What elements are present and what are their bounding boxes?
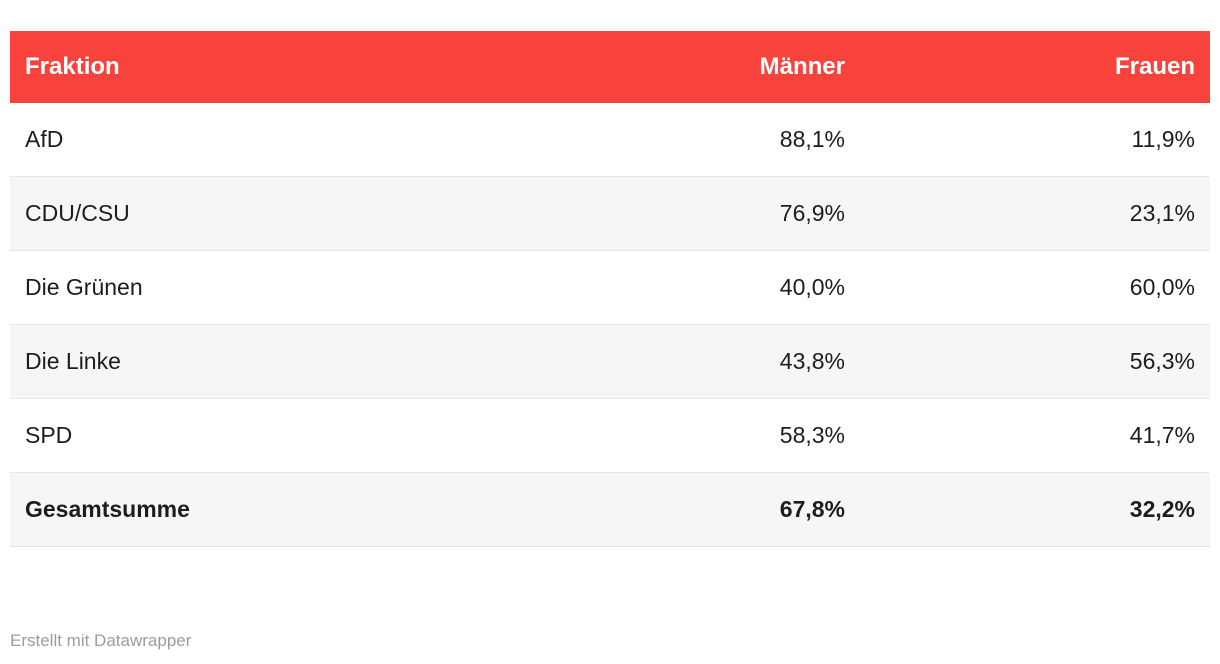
cell-fraktion: CDU/CSU <box>10 176 440 251</box>
table-row: SPD 58,3% 41,7% <box>10 398 1210 473</box>
cell-maenner: 67,8% <box>440 472 860 547</box>
cell-fraktion: Die Linke <box>10 324 440 399</box>
cell-maenner: 58,3% <box>440 398 860 473</box>
cell-fraktion: SPD <box>10 398 440 473</box>
table-row-total: Gesamtsumme 67,8% 32,2% <box>10 472 1210 547</box>
table-row: CDU/CSU 76,9% 23,1% <box>10 176 1210 251</box>
cell-fraktion: Die Grünen <box>10 250 440 325</box>
table-header: Fraktion Männer Frauen <box>10 31 1210 103</box>
cell-frauen: 56,3% <box>860 324 1210 399</box>
fraction-gender-table: Fraktion Männer Frauen AfD 88,1% 11,9% C… <box>10 31 1210 547</box>
cell-fraktion: Gesamtsumme <box>10 472 440 547</box>
table-body: AfD 88,1% 11,9% CDU/CSU 76,9% 23,1% Die … <box>10 103 1210 547</box>
cell-fraktion: AfD <box>25 126 64 152</box>
column-header-maenner: Männer <box>440 31 860 103</box>
table-row: Die Linke 43,8% 56,3% <box>10 324 1210 399</box>
cell-frauen: 23,1% <box>860 176 1210 251</box>
column-header-frauen: Frauen <box>860 31 1210 103</box>
cell-frauen: 32,2% <box>860 472 1210 547</box>
cell-maenner: 43,8% <box>440 324 860 399</box>
cell-maenner: 76,9% <box>440 176 860 251</box>
cell-maenner: 40,0% <box>440 250 860 325</box>
column-header-fraktion: Fraktion <box>10 31 440 103</box>
cell-frauen: 41,7% <box>860 398 1210 473</box>
table-row: AfD 88,1% 11,9% <box>10 103 1210 177</box>
datawrapper-attribution-link[interactable]: Erstellt mit Datawrapper <box>10 631 192 650</box>
header-row: Fraktion Männer Frauen <box>10 31 1210 103</box>
table-row: Die Grünen 40,0% 60,0% <box>10 250 1210 325</box>
cell-frauen: 11,9% <box>1131 126 1195 152</box>
cell-maenner: 88,1% <box>779 126 845 152</box>
cell-frauen: 60,0% <box>860 250 1210 325</box>
